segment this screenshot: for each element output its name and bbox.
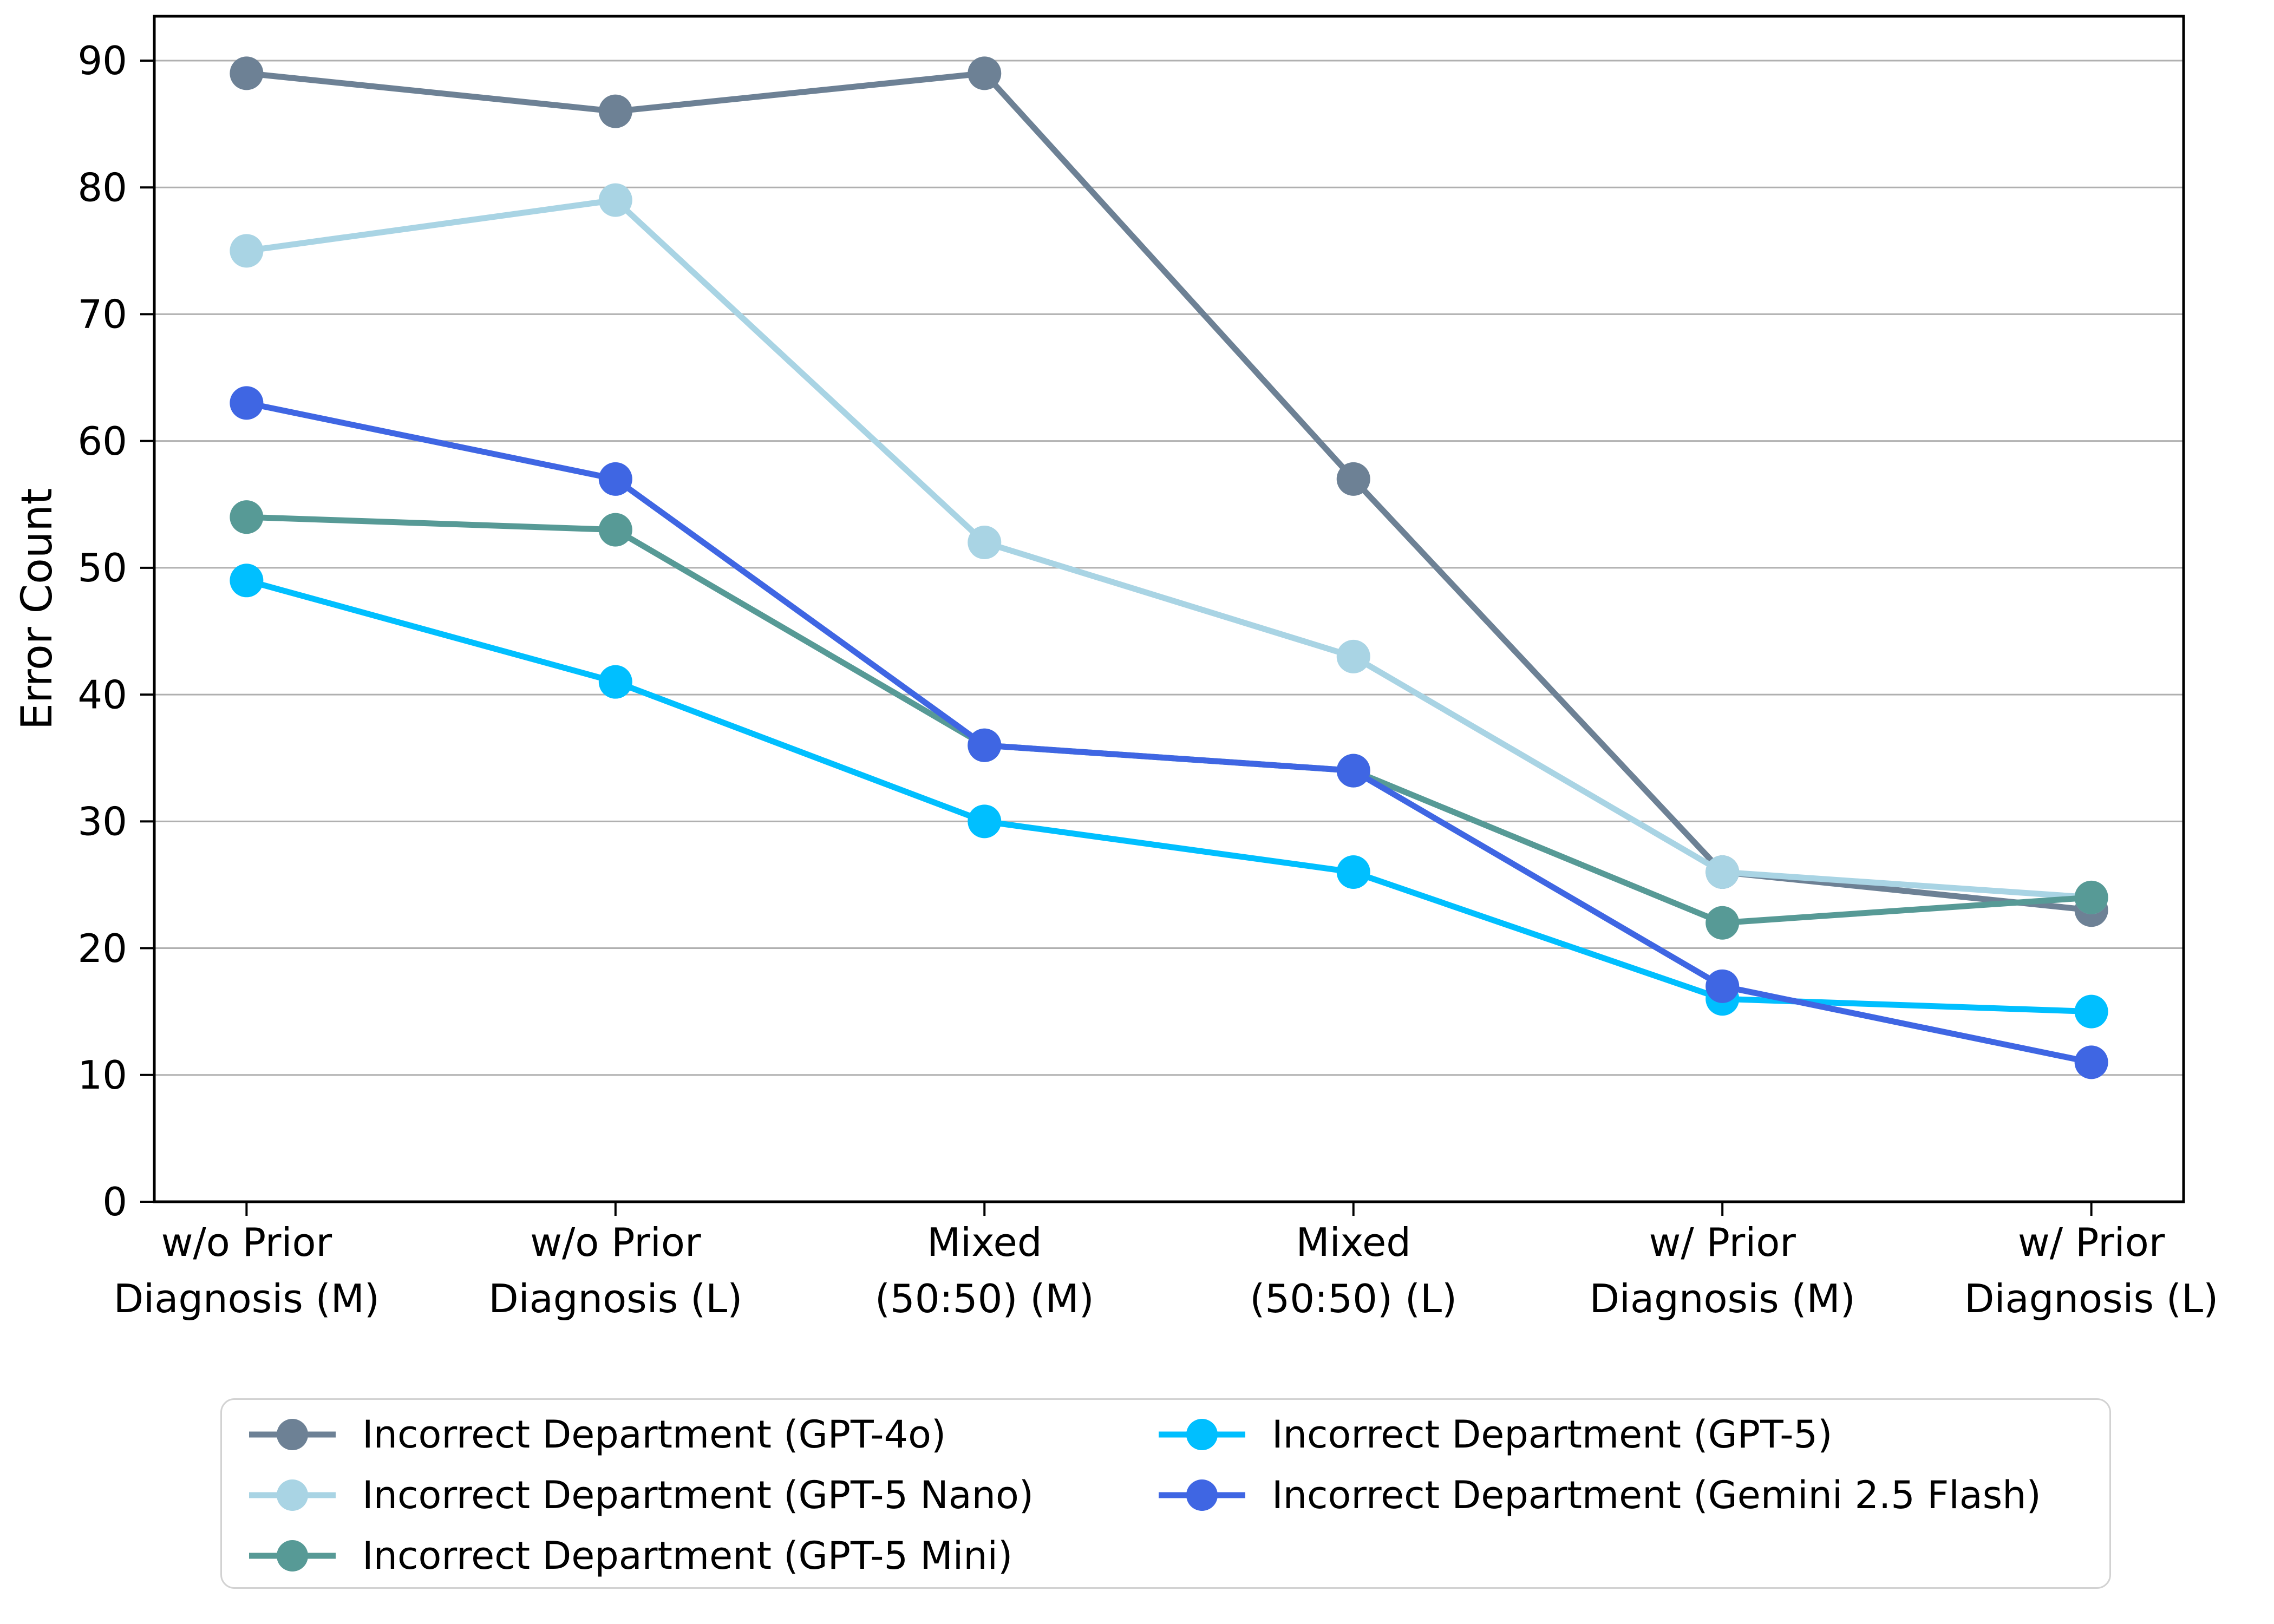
x-tick-label: Mixed (50:50) (M) <box>875 1220 1094 1321</box>
series-layer <box>230 56 2108 1079</box>
data-point-marker <box>2074 1045 2108 1079</box>
data-point-marker <box>1706 969 1740 1003</box>
data-point-marker <box>2074 880 2108 914</box>
legend-item-label: Incorrect Department (GPT-4o) <box>362 1412 946 1457</box>
x-tick-label: w/ Prior Diagnosis (L) <box>1964 1220 2218 1321</box>
x-tick-label: w/o Prior Diagnosis (L) <box>488 1220 742 1321</box>
legend-item-label: Incorrect Department (GPT-5 Mini) <box>362 1534 1013 1578</box>
data-point-marker <box>1336 754 1370 788</box>
data-point-marker <box>968 728 1002 762</box>
legend-item: Incorrect Department (GPT-5 Mini) <box>246 1525 1156 1586</box>
legend-marker-icon <box>249 1540 336 1571</box>
data-point-marker <box>598 665 632 699</box>
legend-column: Incorrect Department (GPT-5) Incorrect De… <box>1156 1404 2041 1587</box>
y-tick-label: 0 <box>102 1179 127 1224</box>
y-axis-title: Error Count <box>13 488 62 730</box>
data-point-marker <box>1336 462 1370 496</box>
series-line <box>243 400 2095 1065</box>
legend-item: Incorrect Department (GPT-4o) <box>246 1404 1156 1465</box>
y-tick-label: 20 <box>77 926 127 971</box>
legend-column: Incorrect Department (GPT-4o) Incorrect D… <box>246 1404 1156 1587</box>
data-point-marker <box>230 564 264 598</box>
legend-item-label: Incorrect Department (GPT-5) <box>1272 1412 1833 1457</box>
y-tick-label: 30 <box>77 799 127 844</box>
data-point-marker <box>598 183 632 217</box>
legend-item-label: Incorrect Department (Gemini 2.5 Flash) <box>1272 1473 2041 1517</box>
data-point-marker <box>1336 639 1370 673</box>
data-point-marker <box>1706 855 1740 889</box>
data-point-marker <box>968 526 1002 560</box>
x-tick-label: Mixed (50:50) (L) <box>1250 1220 1457 1321</box>
gridlines-layer <box>154 60 2184 1076</box>
series-line <box>243 514 2095 926</box>
data-point-marker <box>598 462 632 496</box>
y-tick-label: 60 <box>77 418 127 464</box>
x-tick-label: w/o Prior Diagnosis (M) <box>114 1220 380 1321</box>
legend-marker-icon <box>1159 1479 1245 1511</box>
data-point-marker <box>968 804 1002 839</box>
data-point-marker <box>230 386 264 420</box>
y-tick-label: 70 <box>77 292 127 337</box>
axes-layer: 0 10 20 30 40 50 60 70 80 90 w/o Prior Diagnosis (M… <box>77 15 2218 1321</box>
y-tick-label: 90 <box>77 38 127 83</box>
plot-border <box>153 15 2185 1203</box>
legend-marker-icon <box>249 1479 336 1511</box>
data-point-marker <box>230 500 264 534</box>
data-point-marker <box>2074 994 2108 1029</box>
data-point-marker <box>968 56 1002 90</box>
legend-marker-icon <box>249 1419 336 1450</box>
series-line <box>243 577 2095 1015</box>
series-line <box>243 70 2095 913</box>
y-tick-label: 80 <box>77 165 127 210</box>
data-point-marker <box>230 234 264 268</box>
legend-item: Incorrect Department (Gemini 2.5 Flash) <box>1156 1465 2041 1525</box>
y-tick-label: 50 <box>77 545 127 591</box>
legend-marker-icon <box>1159 1419 1245 1450</box>
y-tick-label: 40 <box>77 672 127 717</box>
data-point-marker <box>598 513 632 547</box>
data-point-marker <box>598 94 632 128</box>
x-tick-label: w/ Prior Diagnosis (M) <box>1590 1220 1855 1321</box>
data-point-marker <box>230 56 264 90</box>
y-tick-label: 10 <box>77 1052 127 1098</box>
series-line <box>243 197 2095 901</box>
data-point-marker <box>1706 906 1740 940</box>
legend: Incorrect Department (GPT-4o) Incorrect D… <box>220 1398 2111 1589</box>
legend-item: Incorrect Department (GPT-5 Nano) <box>246 1465 1156 1525</box>
legend-item-label: Incorrect Department (GPT-5 Nano) <box>362 1473 1034 1517</box>
data-point-marker <box>1336 855 1370 889</box>
legend-item: Incorrect Department (GPT-5) <box>1156 1404 2041 1465</box>
